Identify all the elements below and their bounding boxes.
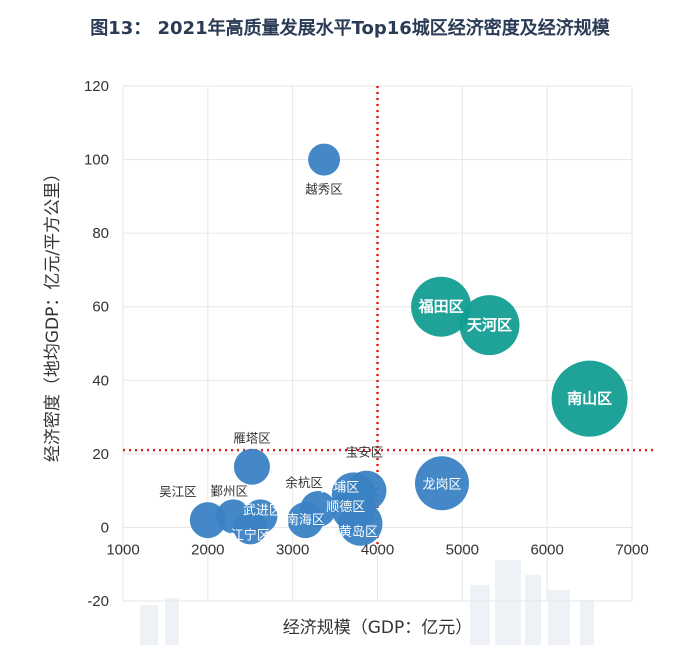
y-tick-label: 80 [92,225,109,242]
skyline-building [165,598,179,645]
data-label: 福田区 [418,298,464,316]
y-tick-label: 120 [84,78,109,95]
y-tick-label: 60 [92,299,109,316]
bubble [233,448,270,485]
y-tick-label: -20 [87,593,109,610]
bubble [287,502,324,539]
bubble [551,360,628,437]
bubble [189,502,226,539]
data-label: 鄞州区 [211,483,249,498]
data-label: 江宁区 [231,527,270,543]
y-axis-title: 经济密度（地均GDP：亿元/平方公里） [43,165,63,462]
skyline-building [580,600,594,645]
y-tick-label: 40 [92,372,109,389]
data-label: 宝安区 [346,445,384,460]
y-tick-label: 100 [84,152,109,169]
x-tick-label: 1000 [106,541,139,558]
data-label: 越秀区 [305,182,343,197]
data-label: 余杭区 [285,475,323,490]
data-label: 吴江区 [159,484,197,499]
x-tick-label: 4000 [361,541,394,558]
x-tick-label: 3000 [276,541,309,558]
data-label: 黄岛区 [339,524,378,540]
y-tick-label: 0 [101,519,109,536]
data-label: 南海区 [286,512,325,528]
x-tick-label: 6000 [530,541,563,558]
skyline-building [495,560,521,645]
data-label: 黄埔区 [320,480,359,495]
x-axis-title: 经济规模（GDP：亿元） [283,618,473,638]
data-label: 顺德区 [326,500,365,515]
skyline-building [470,585,490,645]
bubble [411,276,472,337]
y-tick-label: 20 [92,446,109,463]
x-tick-label: 2000 [191,541,224,558]
skyline-building [140,605,158,645]
data-label: 天河区 [467,316,512,334]
data-label: 南山区 [567,390,612,408]
data-label: 雁塔区 [233,431,271,446]
x-tick-label: 5000 [446,541,479,558]
skyline-building [525,575,541,645]
chart-title: 图13： 2021年高质量发展水平Top16城区经济密度及经济规模 [90,18,610,39]
bubble [459,295,520,356]
x-tick-label: 7000 [615,541,648,558]
bubble [346,470,387,511]
bubble [414,456,469,511]
skyline-building [548,590,570,645]
data-label: 龙岗区 [422,477,461,492]
bubble [308,143,341,176]
bubble [338,501,383,546]
data-label: 武进区 [243,503,282,518]
bubble [216,499,251,534]
